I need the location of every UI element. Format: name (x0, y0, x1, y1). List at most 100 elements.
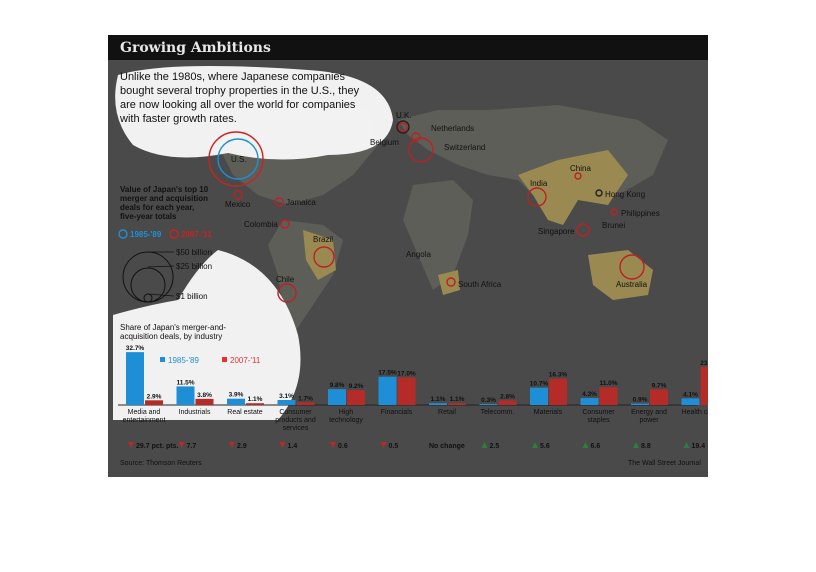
map-label-australia: Australia (616, 280, 648, 289)
map-label-brunei: Brunei (602, 221, 626, 230)
bar-label-b-5: 17.0% (397, 371, 416, 378)
change-value-4: 0.6 (338, 443, 348, 450)
bar-label-b-10: 9.7% (652, 382, 667, 389)
bar-b-10 (650, 389, 668, 405)
map-legend-caption: Value of Japan's top 10 merger and acqui… (120, 185, 209, 221)
bar-label-a-8: 10.7% (530, 381, 549, 388)
bar-label-a-5: 17.5% (378, 370, 397, 377)
bar-a-4 (328, 389, 346, 405)
chart-title: Growing Ambitions (120, 40, 271, 56)
bar-b-4 (347, 390, 365, 405)
bar-label-b-0: 2.9% (147, 393, 162, 400)
change-arrow-up-7 (481, 442, 488, 448)
change-arrow-down-3 (279, 442, 286, 448)
map-label-india: India (530, 179, 548, 188)
size-label-large: $50 billion (176, 248, 213, 257)
bar-label-a-7: 0.3% (481, 397, 496, 404)
bar-label-a-6: 1.1% (431, 396, 446, 403)
map-label-south-africa: South Africa (458, 280, 502, 289)
map-label-us: U.S. (231, 155, 247, 164)
map-label-jamaica: Jamaica (286, 198, 316, 207)
intro-text: Unlike the 1980s, where Japanese compani… (120, 71, 360, 125)
map-label-china: China (570, 164, 591, 173)
map-label-netherlands: Netherlands (431, 124, 475, 133)
bar-label-a-10: 0.9% (633, 397, 648, 404)
bar-label-b-4: 9.2% (349, 383, 364, 390)
legend-period-a: 1985-'89 (130, 230, 162, 239)
change-arrow-down-4 (330, 442, 336, 448)
bar-a-9 (580, 398, 599, 405)
change-arrow-up-10 (633, 442, 639, 448)
bar-a-5 (378, 376, 397, 405)
category-label-8: Materials (534, 409, 563, 416)
bar-label-a-9: 4.3% (582, 391, 597, 398)
chart-figure: Growing Ambitions Unlike the 1980s, wher… (108, 35, 708, 477)
bar-a-0 (126, 352, 144, 405)
category-label-11: Health care (682, 409, 708, 416)
change-value-10: 8.8 (641, 443, 651, 450)
bar-legend-swatches (160, 357, 227, 362)
map-label-brazil: Brazil (313, 235, 334, 244)
map-label-belgium: Belgium (370, 138, 399, 147)
bar-a-6 (429, 403, 447, 405)
map-label-uk: U.K. (396, 111, 412, 120)
change-value-9: 6.6 (591, 443, 601, 450)
bar-label-b-11: 23.5% (700, 360, 708, 367)
bar-label-b-7: 2.8% (500, 393, 515, 400)
map-label-singapore: Singapore (538, 227, 575, 236)
bar-label-a-0: 32.7% (126, 345, 145, 352)
bar-chart-title: Share of Japan's merger-and-acquisition … (120, 323, 227, 341)
change-arrow-down-2 (229, 442, 235, 448)
bar-a-10 (631, 403, 649, 405)
bar-a-7 (479, 404, 498, 405)
bar-label-a-2: 3.9% (229, 392, 244, 399)
bar-label-a-3: 3.1% (279, 393, 294, 400)
bar-b-2 (246, 403, 264, 405)
map-label-angola: Angola (406, 250, 431, 259)
change-value-11: 19.4 (692, 443, 706, 450)
category-label-4: High technology (329, 409, 363, 424)
world-map (108, 60, 708, 477)
title-bar (108, 35, 708, 60)
map-label-switzerland: Switzerland (444, 143, 486, 152)
bar-legend-series-a: 1985-'89 (168, 356, 199, 365)
change-arrow-up-9 (582, 442, 589, 448)
bar-label-b-1: 3.8% (197, 392, 212, 399)
change-arrow-down-1 (178, 442, 185, 448)
bar-b-6 (448, 403, 466, 405)
bar-b-3 (296, 402, 315, 405)
bar-label-b-3: 1.7% (298, 395, 313, 402)
change-arrow-down-5 (380, 442, 387, 448)
bar-a-3 (277, 399, 296, 405)
bar-a-11 (681, 398, 700, 405)
change-value-2: 2.9 (237, 443, 247, 450)
category-label-10: Energy and power (631, 409, 667, 424)
change-value-0: 29.7 pct. pts. (136, 443, 178, 450)
change-arrow-up-8 (532, 442, 538, 448)
bar-legend-series-b: 2007-'11 (230, 356, 261, 365)
bar-label-b-9: 11.0% (599, 380, 617, 387)
change-value-1: 7.7 (187, 443, 197, 450)
bar-b-7 (498, 400, 517, 405)
map-label-philippines: Philippines (621, 209, 660, 218)
size-label-small: $1 billion (176, 292, 208, 301)
bar-b-11 (700, 367, 708, 405)
category-label-1: Industrials (179, 409, 211, 416)
category-label-2: Real estate (227, 409, 263, 416)
legend-period-b: 2007-'11 (181, 230, 212, 239)
map-label-chile: Chile (276, 275, 295, 284)
source-note: Source: Thomson Reuters (120, 460, 202, 467)
bar-b-8 (549, 378, 567, 405)
bar-b-0 (145, 400, 163, 405)
bar-label-b-6: 1.1% (450, 396, 465, 403)
bar-label-b-8: 16.3% (549, 372, 568, 379)
bar-a-2 (227, 398, 245, 405)
change-value-6: No change (429, 443, 465, 450)
bar-chart: 32.7% 2.9% Media and entertainment 29.7 pct.… (118, 345, 708, 450)
category-label-7: Telecomm. (481, 409, 515, 416)
bar-b-9 (599, 387, 618, 405)
change-arrow-down-0 (128, 442, 134, 448)
bar-label-a-4: 9.8% (330, 382, 345, 389)
change-value-7: 2.5 (490, 443, 500, 450)
size-label-medium: $25 billion (176, 262, 213, 271)
